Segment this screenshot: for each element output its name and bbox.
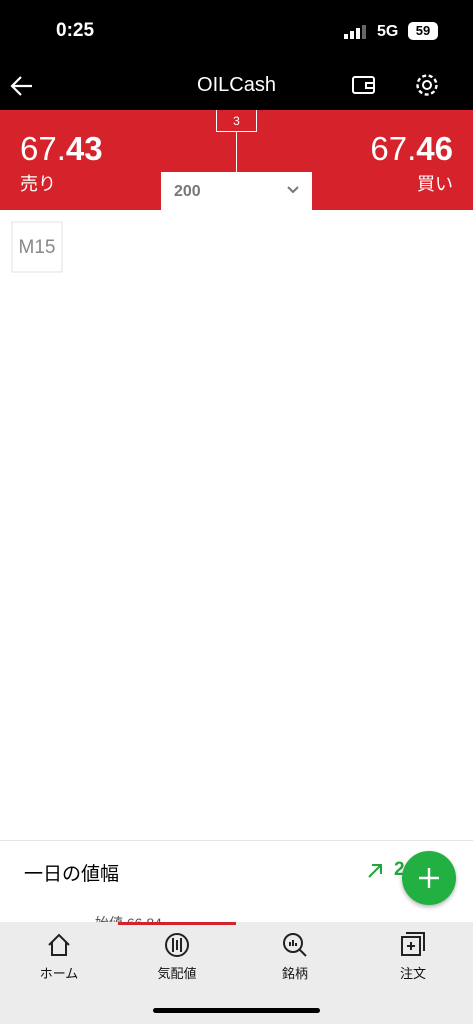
open-label: 始値 66.84 xyxy=(95,915,162,924)
battery: 59 xyxy=(408,22,438,40)
nav-label: ホーム xyxy=(39,966,79,981)
spread-line xyxy=(236,132,237,172)
ask-main: 67. xyxy=(370,130,417,167)
bid-main: 67. xyxy=(20,130,66,167)
range-arrow xyxy=(368,864,382,878)
header: OILCash xyxy=(0,62,473,110)
nav-home[interactable]: ホーム xyxy=(0,930,118,982)
amount-dropdown[interactable]: 200 xyxy=(161,172,312,210)
symbols-icon xyxy=(283,933,307,957)
nav-label: 銘柄 xyxy=(281,966,308,981)
bid-pips: 43 xyxy=(65,130,103,167)
signal-icon xyxy=(344,25,366,39)
chart: M15 xyxy=(11,221,63,273)
quotes-icon xyxy=(165,933,189,957)
range-title: 一日の値幅 xyxy=(24,864,120,885)
bottom-nav: ホーム 気配値 銘柄 注文 xyxy=(0,922,473,1024)
back-button[interactable] xyxy=(8,72,36,100)
add-button[interactable] xyxy=(402,851,456,905)
nav-orders[interactable]: 注文 xyxy=(354,930,472,982)
wallet-button[interactable] xyxy=(350,72,378,98)
nav-symbols[interactable]: 銘柄 xyxy=(236,930,354,982)
nav-quotes[interactable]: 気配値 xyxy=(118,930,236,982)
bid-label: 売り xyxy=(20,174,56,194)
settings-button[interactable] xyxy=(413,71,441,99)
timeframe: M15 xyxy=(19,237,56,258)
amount: 200 xyxy=(174,183,201,200)
timeframe-box[interactable] xyxy=(11,221,63,273)
bid-price[interactable]: 67.43 xyxy=(20,130,103,168)
ask-price[interactable]: 67.46 xyxy=(370,130,453,168)
network: 5G xyxy=(377,23,399,40)
chevron xyxy=(287,186,299,194)
ask-label: 買い xyxy=(417,174,453,194)
home-icon xyxy=(48,933,70,956)
home-indicator xyxy=(153,1008,320,1013)
header-title: OILCash xyxy=(197,74,276,96)
divider xyxy=(0,840,473,841)
active-indicator xyxy=(118,922,236,925)
status-bar: 0:25 5G 59 xyxy=(0,0,473,62)
time: 0:25 xyxy=(56,20,95,41)
spread: 3 xyxy=(216,110,257,132)
nav-label: 気配値 xyxy=(157,966,197,981)
quote-bar: 67.43 売り 3 200 67.46 買い xyxy=(0,110,473,210)
plus-icon xyxy=(419,868,439,888)
ask-pips: 46 xyxy=(416,130,453,167)
range-value: 2 xyxy=(394,859,405,880)
nav-label: 注文 xyxy=(399,966,426,981)
orders-icon xyxy=(401,932,425,956)
